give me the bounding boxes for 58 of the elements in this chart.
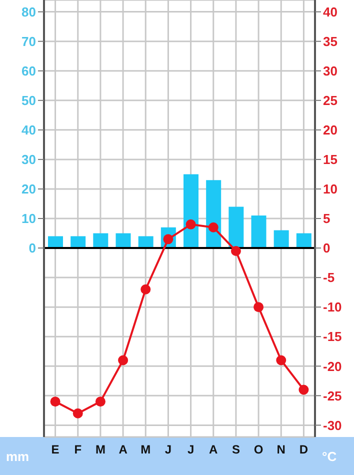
bar: [93, 233, 108, 248]
x-tick-label: J: [187, 442, 194, 457]
y-tick-label: 10: [22, 211, 36, 226]
x-tick-label: J: [164, 442, 172, 457]
x-tick-label: A: [118, 442, 128, 457]
y2-tick-label: 20: [323, 122, 338, 138]
bar: [228, 206, 244, 248]
y2-tick-label: -30: [323, 418, 342, 433]
point: [276, 355, 286, 366]
y-tick-label: 20: [22, 182, 36, 197]
y2-tick-label: 25: [323, 93, 338, 108]
x-tick-label: A: [209, 442, 218, 457]
point: [140, 284, 151, 294]
bar: [296, 233, 312, 248]
y-tick-label: 0: [28, 240, 36, 256]
y-tick-label: 40: [22, 122, 36, 138]
y2-axis-title: °C: [322, 449, 337, 464]
point: [208, 222, 218, 232]
point: [95, 396, 106, 407]
x-tick-label: M: [140, 442, 151, 457]
x-tick-label: F: [74, 442, 82, 457]
y-axis-title: mm: [6, 449, 30, 464]
bar: [116, 233, 131, 248]
y-tick-label: 80: [22, 4, 36, 20]
bar: [138, 236, 154, 248]
point: [186, 219, 196, 230]
x-tick-label: D: [299, 442, 308, 457]
point: [50, 396, 60, 407]
bar: [274, 230, 289, 248]
point: [230, 246, 241, 256]
y-tick-label: 50: [22, 93, 36, 108]
y2-tick-label: 5: [323, 211, 330, 226]
point: [254, 302, 264, 312]
y2-tick-label: 10: [323, 182, 338, 197]
y2-tick-label: 0: [323, 240, 330, 256]
point: [72, 408, 83, 418]
y2-tick-label: -5: [323, 270, 335, 286]
bar: [70, 236, 86, 248]
y2-tick-label: -15: [323, 329, 342, 344]
y2-tick-label: -20: [323, 358, 342, 374]
bar: [251, 216, 266, 248]
y2-tick-label: -25: [323, 388, 342, 404]
x-tick-label: E: [51, 442, 60, 457]
x-tick-label: S: [232, 442, 240, 457]
y2-tick-label: 30: [323, 63, 338, 78]
x-tick-label: N: [276, 442, 286, 457]
y-tick-label: 70: [22, 34, 36, 49]
y2-tick-label: -10: [323, 300, 342, 315]
y2-tick-label: 15: [323, 152, 338, 168]
y2-tick-label: 35: [323, 34, 338, 49]
point: [118, 355, 128, 366]
point: [298, 384, 309, 395]
y2-tick-label: 40: [323, 4, 338, 20]
bar: [48, 236, 63, 248]
x-tick-label: M: [95, 442, 106, 457]
y-tick-label: 60: [22, 63, 36, 78]
x-tick-label: O: [254, 442, 264, 457]
y-tick-label: 30: [22, 152, 36, 168]
